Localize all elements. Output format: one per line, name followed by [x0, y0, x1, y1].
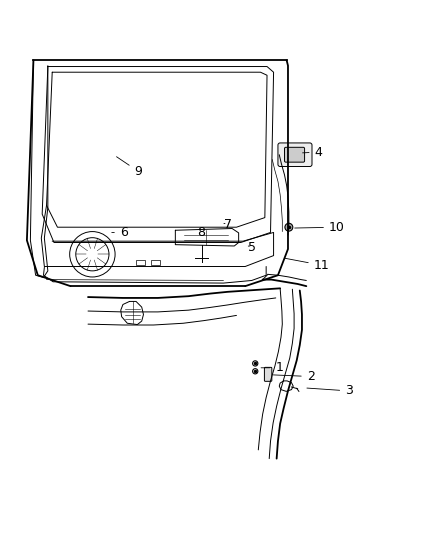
Text: 7: 7: [224, 217, 232, 231]
Circle shape: [285, 223, 293, 231]
Bar: [136, 260, 145, 265]
FancyBboxPatch shape: [278, 143, 312, 166]
Text: 2: 2: [273, 370, 314, 383]
Text: 6: 6: [112, 226, 128, 239]
Text: 8: 8: [197, 226, 205, 239]
FancyBboxPatch shape: [285, 147, 304, 162]
Text: 11: 11: [285, 259, 329, 272]
Text: 5: 5: [248, 241, 256, 254]
Text: 9: 9: [117, 157, 142, 178]
Text: 10: 10: [295, 221, 345, 233]
Bar: [151, 260, 160, 265]
Text: 1: 1: [261, 361, 283, 374]
Text: 3: 3: [307, 384, 353, 398]
Text: 4: 4: [303, 146, 322, 159]
FancyBboxPatch shape: [265, 367, 272, 381]
